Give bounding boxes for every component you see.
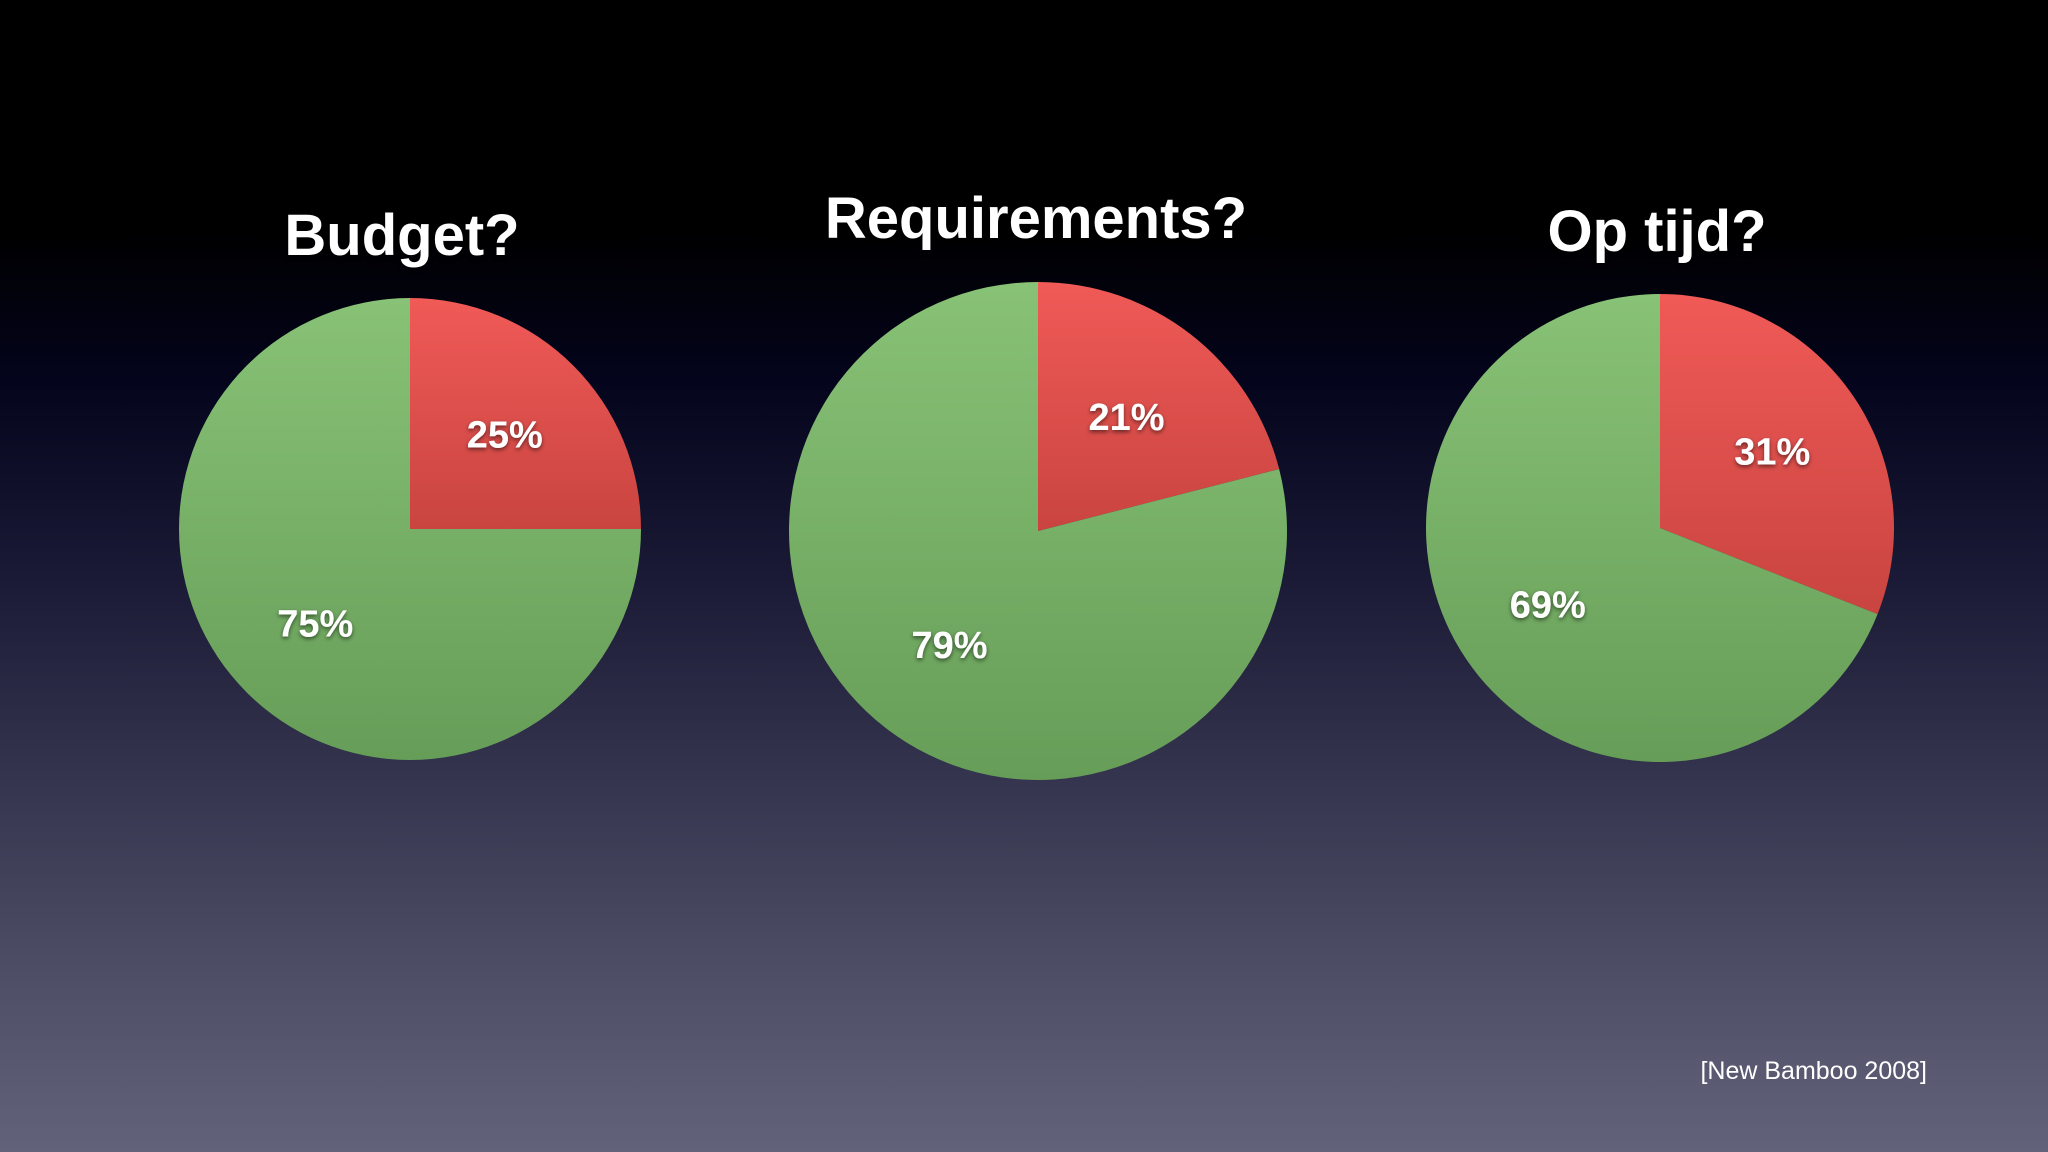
- slice-label-op-tijd-green: 69%: [1510, 584, 1586, 626]
- slice-label-requirements-green: 79%: [911, 625, 987, 667]
- pie-slice-budget-green: [179, 298, 641, 760]
- pie-slice-op-tijd-red: [1660, 294, 1895, 615]
- pie-slice-requirements-green: [789, 282, 1287, 780]
- slice-label-budget-green: 75%: [277, 604, 353, 646]
- chart-title-op-tijd: Op tijd?: [1547, 199, 1767, 264]
- pie-slice-op-tijd-green: [1426, 294, 1878, 763]
- slice-label-op-tijd-red: 31%: [1734, 432, 1810, 474]
- pie-slice-requirements-red: [1038, 282, 1280, 531]
- chart-title-budget: Budget?: [284, 203, 520, 268]
- slice-label-budget-red: 25%: [467, 414, 543, 456]
- slice-label-requirements-red: 21%: [1088, 397, 1164, 439]
- chart-title-requirements: Requirements?: [824, 186, 1248, 251]
- pie-slice-budget-red: [410, 298, 641, 529]
- source-citation: [New Bamboo 2008]: [1700, 1057, 1927, 1085]
